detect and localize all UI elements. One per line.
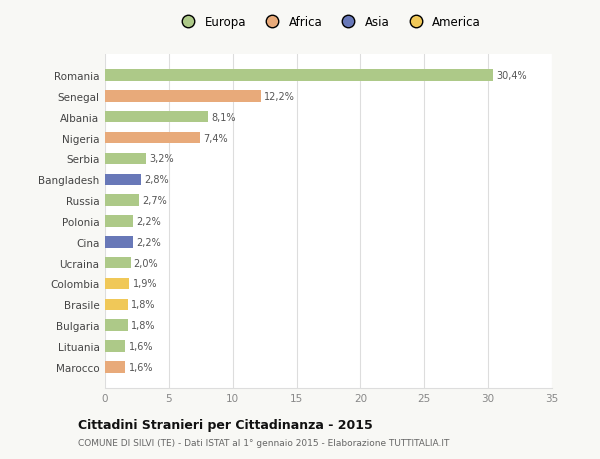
- Text: Cittadini Stranieri per Cittadinanza - 2015: Cittadini Stranieri per Cittadinanza - 2…: [78, 418, 373, 431]
- Bar: [105, 320, 128, 331]
- Text: 1,9%: 1,9%: [133, 279, 157, 289]
- Text: 2,7%: 2,7%: [143, 196, 167, 206]
- Bar: [105, 341, 125, 352]
- Bar: [105, 133, 200, 144]
- Bar: [105, 299, 128, 310]
- Bar: [105, 236, 133, 248]
- Text: 2,0%: 2,0%: [134, 258, 158, 268]
- Text: 8,1%: 8,1%: [212, 112, 236, 123]
- Bar: [105, 278, 129, 290]
- Text: 2,2%: 2,2%: [136, 217, 161, 226]
- Legend: Europa, Africa, Asia, America: Europa, Africa, Asia, America: [172, 11, 485, 34]
- Bar: [105, 216, 133, 227]
- Text: COMUNE DI SILVI (TE) - Dati ISTAT al 1° gennaio 2015 - Elaborazione TUTTITALIA.I: COMUNE DI SILVI (TE) - Dati ISTAT al 1° …: [78, 438, 449, 448]
- Text: 30,4%: 30,4%: [496, 71, 527, 81]
- Text: 3,2%: 3,2%: [149, 154, 173, 164]
- Text: 1,6%: 1,6%: [128, 341, 153, 351]
- Text: 1,6%: 1,6%: [128, 362, 153, 372]
- Bar: [105, 70, 493, 82]
- Text: 7,4%: 7,4%: [203, 133, 227, 143]
- Text: 12,2%: 12,2%: [264, 92, 295, 102]
- Bar: [105, 174, 141, 185]
- Bar: [105, 91, 261, 102]
- Text: 1,8%: 1,8%: [131, 320, 155, 330]
- Bar: [105, 112, 208, 123]
- Bar: [105, 361, 125, 373]
- Text: 2,2%: 2,2%: [136, 237, 161, 247]
- Bar: [105, 153, 146, 165]
- Text: 2,8%: 2,8%: [144, 175, 169, 185]
- Bar: [105, 257, 131, 269]
- Text: 1,8%: 1,8%: [131, 300, 155, 310]
- Bar: [105, 195, 139, 207]
